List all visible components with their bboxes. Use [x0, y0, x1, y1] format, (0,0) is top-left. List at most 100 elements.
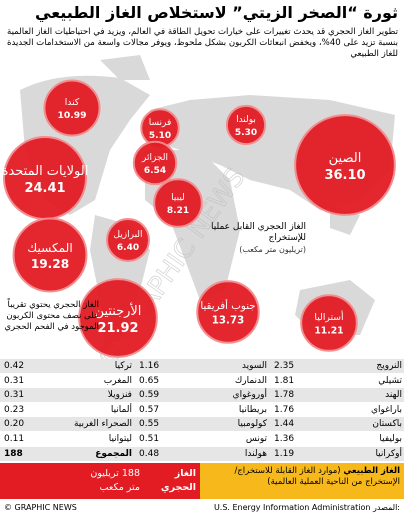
country-value: 1.76 [274, 404, 295, 415]
bubble-value: 5.30 [235, 128, 257, 138]
country-name: الدنمارك [234, 375, 267, 386]
bubble [300, 294, 358, 352]
country-name: باكستان [372, 419, 402, 430]
bubble-value: 6.54 [144, 166, 166, 176]
source-text: U.S. Energy Information Administration [213, 503, 371, 512]
bubble-label: الصين [329, 151, 362, 166]
bubble [106, 218, 150, 262]
bubble-value: 5.10 [149, 131, 171, 141]
bubble-label: جنوب أفريقيا [200, 299, 255, 312]
country-name: تشيلي [378, 375, 402, 386]
country-value: 0.59 [139, 390, 160, 401]
country-value: 1.44 [274, 419, 295, 430]
country-value: 0.11 [4, 434, 25, 444]
legend-natural-title: الغاز الطبيعي [343, 466, 400, 476]
legend-natural-desc: (موارد الغاز القابلة للاستخراج/الإستخراج… [234, 466, 400, 487]
bubble [132, 140, 178, 186]
country-value: 2.35 [274, 361, 295, 371]
legend-natural: الغاز الطبيعي (موارد الغاز القابلة للاست… [200, 463, 404, 499]
bubble [294, 114, 396, 216]
table-row [0, 417, 404, 432]
country-name: باراغواي [371, 404, 402, 415]
legend-shale-value: 188 تريليون [90, 468, 140, 479]
bubble [140, 108, 180, 148]
bubble-label: بولندا [236, 115, 256, 125]
bubble-label: البرازيل [113, 230, 142, 240]
bubble-value: 11.21 [314, 325, 343, 336]
bubble [78, 278, 158, 358]
table-row [0, 432, 404, 446]
country-value: 0.20 [4, 419, 25, 430]
table-row [0, 402, 404, 417]
bubble-value: 6.40 [117, 243, 139, 253]
bubble-value: 24.41 [24, 181, 65, 196]
country-name: السويد [241, 361, 267, 371]
bubble [196, 280, 260, 344]
bubble-label: كندا [65, 97, 80, 108]
bubble-value: 21.92 [98, 321, 139, 336]
table-row [0, 388, 404, 403]
country-name: أوكرانيا [375, 448, 402, 459]
country-name: المجموع [95, 448, 132, 459]
country-name: تونس [245, 434, 267, 444]
country-name: الهند [385, 390, 402, 401]
country-value: 0.31 [4, 375, 25, 386]
bubble-label: أستراليا [314, 310, 344, 323]
bubble [12, 217, 88, 293]
bubble-label: الجزائر [141, 153, 168, 163]
bubble-value: 10.99 [58, 110, 87, 121]
legend-shale-unit: متر مكعب [99, 482, 140, 493]
note: الغاز الحجري يحتوي تقريباً على نصف محتوى… [4, 300, 99, 332]
country-value: 1.16 [139, 361, 160, 371]
country-name: بوليفيا [379, 434, 402, 444]
country-value: 0.23 [4, 404, 25, 415]
annotation: الغاز الحجري القابل عمليا للإستخراج [211, 222, 306, 243]
table: النرويج 2.35 تشيلي 1.81 الهند 1.78 باراغواي 1.7… [0, 359, 404, 461]
source: U.S. Energy Information Administration ا… [214, 503, 400, 512]
bubble [153, 178, 203, 228]
bubble [225, 104, 267, 146]
country-name: فنزويلا [107, 390, 132, 401]
country-value: 1.78 [274, 390, 295, 401]
country-value: 0.57 [139, 404, 160, 415]
footer: © GRAPHIC NEWS U.S. Energy Information A… [0, 502, 404, 515]
country-name: هولندا [244, 448, 267, 459]
country-name: المغرب [103, 375, 132, 386]
bubble-value: 8.21 [167, 206, 189, 216]
table-row [0, 446, 404, 461]
bubble-label: المكسيك [27, 241, 72, 255]
source-label: المصدر: [373, 503, 400, 512]
legend-shale-amount: 188 تريليون متر مكعب [90, 467, 140, 495]
country-name: بريطانيا [238, 404, 267, 415]
country-value: 0.55 [139, 419, 160, 430]
country-name: النرويج [376, 361, 402, 371]
country-value: 0.48 [139, 448, 160, 459]
legend-shale: الغاز الحجري 188 تريليون متر مكعب [0, 463, 200, 499]
bubble-value: 19.28 [31, 257, 69, 271]
unit: (تريليون متر مكعب) [239, 245, 306, 254]
country-name: الصحراء الغربية [73, 419, 132, 430]
annotation-box: الغاز الحجري القابل عمليا للإستخراج (تري… [196, 222, 306, 255]
bubble [43, 79, 101, 137]
bubble-label: الأرجنتين [95, 302, 142, 319]
legend-natural-text: الغاز الطبيعي (موارد الغاز القابلة للاست… [204, 466, 400, 488]
country-name: أوروغواي [232, 390, 267, 401]
country-value: 0.65 [139, 375, 160, 386]
country-name: ليتوانيا [108, 434, 132, 444]
bubble-value: 36.10 [324, 168, 365, 183]
bubble-label: فرنسا [149, 118, 172, 128]
country-name: ألمانيا [110, 404, 132, 415]
subtitle: تطوير الغاز الحجري قد يحدث تغييرات على خ… [6, 27, 398, 59]
country-value: 0.51 [139, 434, 160, 444]
country-value: 1.36 [274, 434, 295, 444]
credit: © GRAPHIC NEWS [4, 503, 77, 512]
country-value: 188 [4, 448, 23, 459]
bubble-label: الولايات المتحدة [2, 164, 89, 179]
bubble-label: ليبيا [171, 193, 185, 203]
country-value: 0.42 [4, 361, 25, 371]
country-value: 1.19 [274, 448, 295, 459]
table-row [0, 373, 404, 388]
bubble-value: 13.73 [212, 314, 244, 326]
country-name: كولومبيا [237, 419, 267, 430]
